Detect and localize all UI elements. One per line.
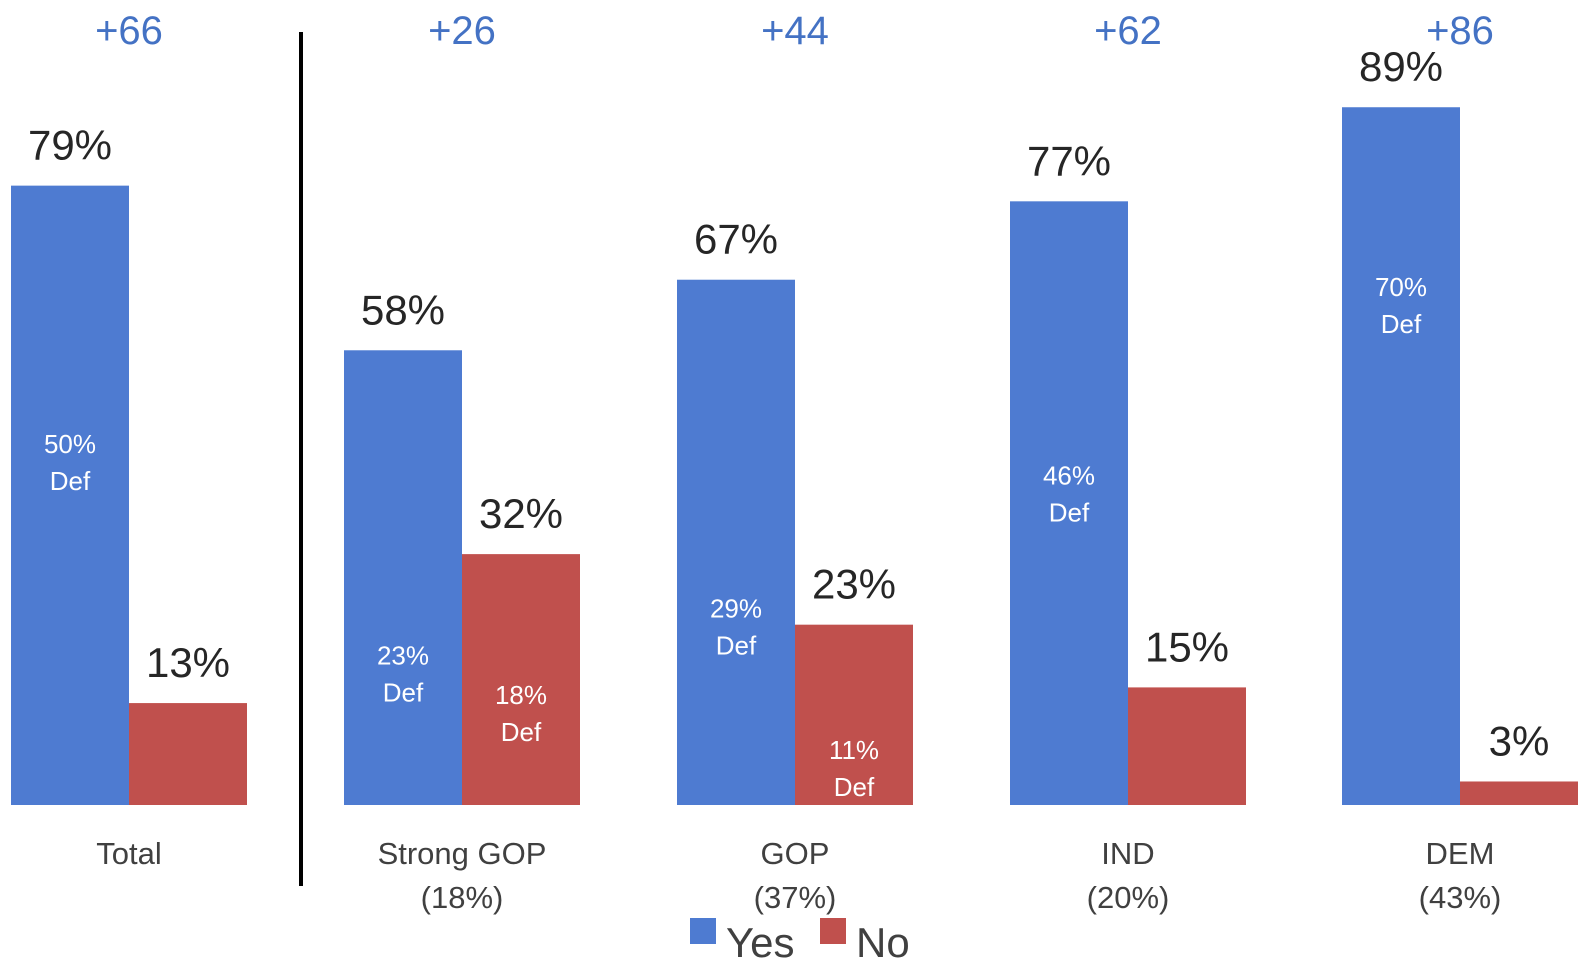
legend-label-no: No <box>856 919 910 966</box>
value-label-yes-4: 89% <box>1359 43 1443 90</box>
category-label-1: Strong GOP <box>378 836 547 871</box>
def-label-yes-0-def: Def <box>50 466 91 496</box>
category-label-4: DEM <box>1426 836 1495 871</box>
value-label-yes-2: 67% <box>694 216 778 263</box>
bar-yes-0 <box>11 185 129 805</box>
bar-no-1 <box>462 554 580 805</box>
category-sublabel-4: (43%) <box>1419 880 1502 915</box>
category-label-0: Total <box>96 836 161 871</box>
def-label-yes-1-pct: 23% <box>377 641 429 671</box>
value-label-no-3: 15% <box>1145 623 1229 670</box>
legend-label-yes: Yes <box>726 919 795 966</box>
category-sublabel-1: (18%) <box>421 880 504 915</box>
margin-label-2: +44 <box>761 9 829 53</box>
category-sublabel-3: (20%) <box>1087 880 1170 915</box>
def-label-yes-4-pct: 70% <box>1375 272 1427 302</box>
bar-yes-4 <box>1342 107 1460 806</box>
def-label-yes-2-pct: 29% <box>710 594 762 624</box>
bar-no-3 <box>1128 687 1246 805</box>
bar-no-4 <box>1460 781 1578 805</box>
value-label-no-2: 23% <box>812 561 896 608</box>
def-label-no-2-pct: 11% <box>829 735 879 765</box>
category-label-3: IND <box>1101 836 1154 871</box>
def-label-yes-4-def: Def <box>1381 309 1422 339</box>
bar-yes-1 <box>344 350 462 805</box>
value-label-no-1: 32% <box>479 490 563 537</box>
def-label-yes-1-def: Def <box>383 678 424 708</box>
bar-yes-3 <box>1010 201 1128 805</box>
def-label-no-2-def: Def <box>834 772 875 802</box>
def-label-yes-2-def: Def <box>716 631 757 661</box>
def-label-no-1-def: Def <box>501 717 542 747</box>
value-label-no-0: 13% <box>146 639 230 686</box>
value-label-yes-1: 58% <box>361 286 445 333</box>
legend-swatch-no <box>820 918 846 944</box>
category-label-2: GOP <box>761 836 830 871</box>
margin-label-1: +26 <box>428 9 496 53</box>
category-sublabel-2: (37%) <box>754 880 837 915</box>
def-label-yes-0-pct: 50% <box>44 429 96 459</box>
margin-label-3: +62 <box>1094 9 1162 53</box>
def-label-yes-3-pct: 46% <box>1043 460 1095 490</box>
bar-no-2 <box>795 624 913 805</box>
value-label-yes-0: 79% <box>28 122 112 169</box>
bar-no-0 <box>129 703 247 805</box>
legend-swatch-yes <box>690 918 716 944</box>
margin-label-0: +66 <box>95 9 163 53</box>
bar-yes-2 <box>677 279 795 806</box>
value-label-no-4: 3% <box>1489 717 1550 764</box>
def-label-no-1-pct: 18% <box>495 680 547 710</box>
def-label-yes-3-def: Def <box>1049 497 1090 527</box>
value-label-yes-3: 77% <box>1027 137 1111 184</box>
margin-label-4: +86 <box>1426 9 1494 53</box>
